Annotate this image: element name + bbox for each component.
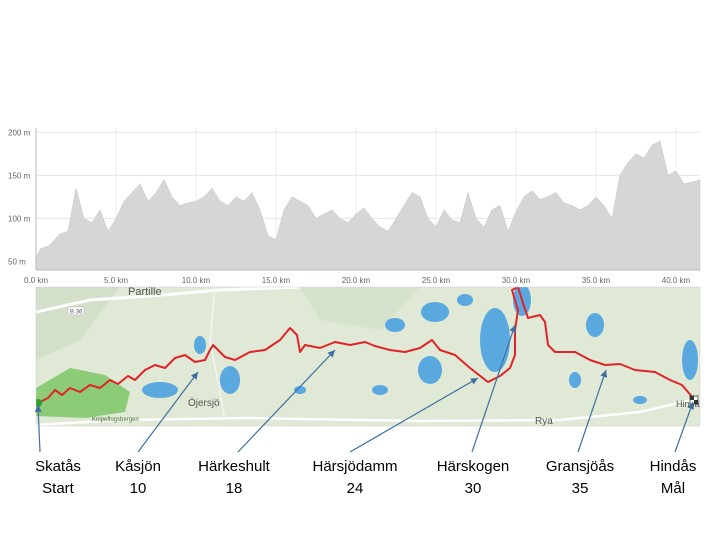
checkpoint-label-harsjodamm: Härsjödamm 24 (300, 456, 410, 500)
checkpoint-label-hindas: Hindås Mål (618, 456, 720, 500)
checkpoint-arrowhead (34, 405, 42, 413)
checkpoint-arrows (34, 324, 694, 453)
lake (142, 382, 178, 398)
elevation-chart: 50 m 100 m 150 m 200 m 0.0 km 5.0 km 10.0 km 1… (8, 128, 701, 285)
road-shield: B 36 (67, 306, 85, 316)
checkpoint-name: Härskogen (436, 458, 510, 475)
x-tick-label: 30.0 km (502, 276, 531, 285)
checkpoint-arrow (674, 401, 694, 453)
checkpoint-value: 24 (346, 480, 364, 497)
road-2 (36, 396, 700, 426)
checkpoint-arrow (471, 324, 516, 453)
x-tick-label: 40.0 km (662, 276, 691, 285)
checkpoint-label-harkeshult: Härkeshult 18 (179, 456, 289, 500)
y-tick-label: 200 m (8, 128, 31, 137)
y-tick-label: 150 m (8, 171, 31, 180)
checkpoint-name: Kåsjön (115, 458, 161, 475)
lake (480, 308, 510, 372)
checkpoint-arrow (349, 377, 479, 453)
x-tick-label: 0.0 km (24, 276, 48, 285)
lake (586, 313, 604, 337)
checkpoint-name: Hindås (649, 458, 697, 475)
checkpoint-value: Mål (660, 480, 686, 497)
lake (569, 372, 581, 388)
route-map: Partille Öjersjö Knipeflogsbergen Rya Hi… (36, 286, 705, 427)
checkpoint-label-harskogen: Härskogen 30 (418, 456, 528, 500)
y-tick-labels: 50 m 100 m 150 m 200 m (8, 128, 31, 266)
checkpoint-name: Skatås (35, 458, 81, 475)
lake (682, 340, 698, 380)
checkpoint-arrow (37, 404, 41, 453)
map-label-knipeflogsbergen: Knipeflogsbergen (92, 417, 139, 423)
lake (372, 385, 388, 395)
x-tick-label: 10.0 km (182, 276, 211, 285)
elevation-area (35, 140, 701, 271)
lake (385, 318, 405, 332)
checkpoint-value: 10 (129, 480, 147, 497)
checkpoint-arrowhead (509, 325, 517, 333)
lake (457, 294, 473, 306)
checkpoint-arrowhead (600, 370, 608, 378)
checkpoint-arrowhead (687, 402, 694, 410)
x-tick-labels: 0.0 km 5.0 km 10.0 km 15.0 km 20.0 km 25.0 km… (24, 276, 691, 285)
map-label-ojersjo: Öjersjö (188, 397, 220, 409)
lake (633, 396, 647, 404)
x-tick-label: 15.0 km (262, 276, 291, 285)
checkpoint-name: Härkeshult (198, 458, 270, 475)
forest-area (36, 368, 130, 418)
map-relief (36, 287, 120, 360)
checkpoint-value: 35 (571, 480, 589, 497)
checkpoint-arrowhead (327, 350, 335, 358)
lake (220, 366, 240, 394)
lake (294, 386, 306, 394)
start-marker (36, 399, 42, 407)
checkpoint-arrowhead (191, 372, 198, 380)
checkpoint-value: 18 (225, 480, 243, 497)
checkpoint-value: Start (42, 480, 74, 497)
map-label-partille: Partille (128, 286, 162, 298)
route-line (37, 287, 698, 404)
checkpoint-arrow (577, 369, 607, 453)
lake (421, 302, 449, 322)
map-frame (35, 286, 701, 427)
y-tick-label: 100 m (8, 214, 31, 223)
checkpoint-value: 30 (464, 480, 482, 497)
checkpoint-label-gransjoas: Gransjöås 35 (525, 456, 635, 500)
checkpoint-arrow (137, 371, 199, 453)
x-tick-label: 25.0 km (422, 276, 451, 285)
road-3 (209, 287, 226, 421)
checkpoint-label-skatas: Skatås Start (3, 456, 113, 500)
map-label-rya: Rya (535, 416, 553, 427)
finish-marker (689, 395, 699, 405)
road-shield-label: B 36 (70, 310, 83, 316)
x-tick-label: 5.0 km (104, 276, 128, 285)
y-tick-label: 50 m (8, 257, 26, 266)
checkpoint-label-kasjon: Kåsjön 10 (83, 456, 193, 500)
x-tick-label: 20.0 km (342, 276, 371, 285)
checkpoint-arrow (237, 349, 336, 453)
road (36, 287, 301, 314)
checkpoint-name: Gransjöås (545, 458, 615, 475)
map-label-hindas: Hindås (676, 399, 705, 409)
lake (194, 336, 206, 354)
checkpoint-name: Härsjödamm (312, 458, 398, 475)
checkpoint-arrowhead (470, 378, 478, 385)
x-tick-label: 35.0 km (582, 276, 611, 285)
lake (418, 356, 442, 384)
